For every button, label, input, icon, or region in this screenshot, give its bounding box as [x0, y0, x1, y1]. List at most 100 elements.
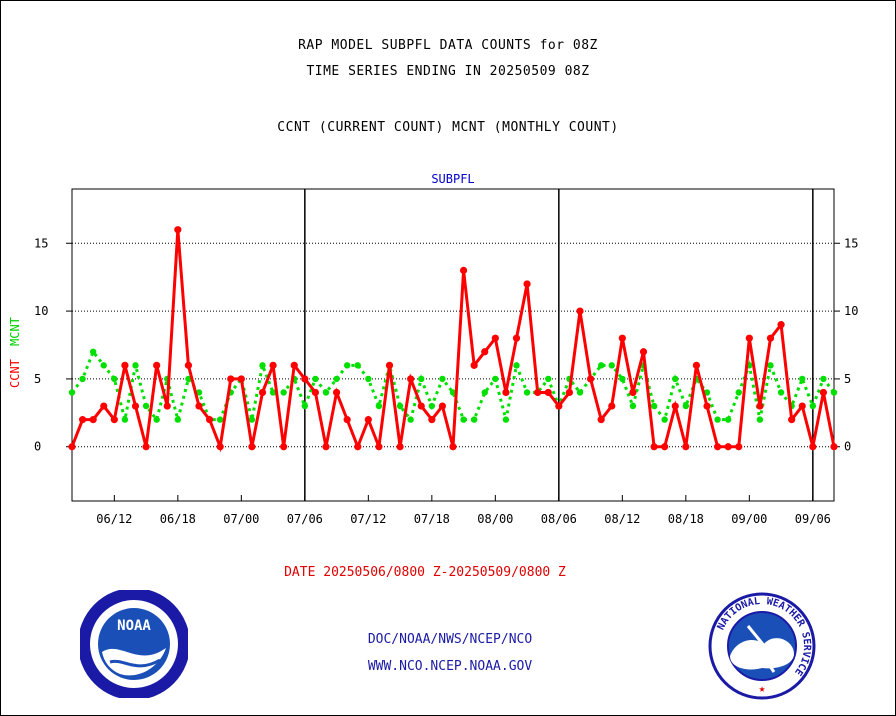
mcnt-point: [68, 389, 76, 396]
mcnt-point: [354, 362, 361, 369]
mcnt-point: [418, 375, 425, 383]
mcnt-point: [79, 375, 86, 383]
ccnt-point: [248, 443, 256, 451]
panel-title: SUBPFL: [431, 172, 475, 186]
mcnt-point: [492, 375, 499, 383]
mcnt-point: [597, 362, 605, 369]
ccnt-point: [777, 321, 785, 329]
ccnt-point: [809, 443, 817, 451]
mcnt-point: [153, 416, 160, 423]
ccnt-point: [682, 443, 690, 451]
mcnt-point: [608, 362, 615, 369]
ccnt-point: [428, 416, 436, 424]
ccnt-point: [830, 443, 838, 451]
x-tick-label-09/00: 09/00: [731, 512, 767, 526]
noaa-logo-text: NOAA: [117, 618, 151, 634]
ccnt-point: [798, 402, 806, 410]
ccnt-point: [174, 226, 182, 234]
mcnt-point: [121, 416, 129, 423]
mcnt-point: [523, 389, 531, 396]
mcnt-point: [333, 375, 340, 383]
nws-logo: NATIONAL WEATHER SERVICE ★: [708, 592, 816, 700]
ccnt-point: [322, 443, 330, 451]
ccnt-point: [766, 334, 775, 342]
x-tick-label-08/06: 08/06: [541, 512, 577, 526]
mcnt-point: [280, 389, 287, 396]
ccnt-point: [375, 443, 383, 451]
ccnt-point: [565, 388, 574, 397]
mcnt-point: [650, 402, 658, 410]
ccnt-point: [745, 334, 753, 342]
ccnt-point: [449, 443, 457, 451]
ccnt-point: [597, 416, 605, 424]
ccnt-series-line: [70, 229, 836, 453]
mcnt-point: [89, 348, 97, 355]
ccnt-point: [459, 266, 468, 274]
ccnt-point: [555, 402, 563, 410]
ccnt-point: [417, 402, 425, 410]
org-path-text: DOC/NOAA/NWS/NCEP/NCO: [367, 632, 533, 647]
ccnt-point: [713, 443, 722, 451]
mcnt-point: [470, 416, 478, 423]
ccnt-point: [311, 388, 320, 397]
mcnt-point: [396, 402, 404, 410]
ccnt-point: [491, 334, 499, 342]
mcnt-point: [343, 362, 351, 369]
mcnt-point: [439, 375, 446, 383]
ccnt-point: [290, 361, 298, 369]
ccnt-point: [364, 416, 372, 424]
ccnt-point: [68, 443, 76, 451]
svg-text:★: ★: [759, 682, 766, 695]
y-tick-label-right-0: 0: [844, 440, 851, 454]
ccnt-point: [354, 443, 362, 451]
mcnt-point: [216, 416, 224, 423]
mcnt-point: [100, 362, 107, 369]
mcnt-point: [407, 416, 414, 423]
ccnt-point: [618, 334, 626, 342]
mcnt-point: [322, 389, 330, 396]
mcnt-point: [545, 375, 552, 383]
ccnt-point: [671, 402, 679, 410]
mcnt-point: [714, 416, 721, 423]
ccnt-point: [110, 416, 118, 424]
ccnt-point: [586, 375, 595, 383]
x-tick-label-07/06: 07/06: [287, 512, 323, 526]
ccnt-point: [788, 416, 796, 424]
mcnt-series-line: [70, 348, 836, 426]
ccnt-point: [258, 388, 267, 397]
ccnt-point: [89, 416, 97, 424]
plot-area: [71, 188, 835, 502]
ccnt-point: [523, 280, 531, 288]
mcnt-point: [777, 389, 785, 396]
ccnt-point: [724, 443, 732, 451]
mcnt-point: [809, 402, 817, 410]
ccnt-point: [195, 402, 203, 410]
mcnt-point: [132, 362, 139, 369]
mcnt-point: [428, 402, 436, 410]
x-tick-label-09/06: 09/06: [795, 512, 831, 526]
mcnt-point: [672, 375, 679, 383]
ccnt-point: [512, 334, 521, 342]
ccnt-point: [269, 361, 277, 369]
mcnt-point: [576, 389, 584, 396]
y-tick-label-left-15: 15: [34, 236, 48, 250]
mcnt-point: [513, 362, 520, 369]
mcnt-point: [629, 402, 637, 410]
y-tick-label-right-15: 15: [844, 236, 858, 250]
ccnt-point: [650, 443, 658, 451]
ccnt-point: [280, 443, 288, 451]
ccnt-point: [639, 348, 648, 356]
ccnt-point: [121, 361, 129, 369]
mcnt-point: [767, 362, 774, 369]
noaa-logo: NOAA: [80, 590, 188, 698]
ccnt-point: [237, 375, 245, 383]
ccnt-point: [481, 348, 489, 356]
ccnt-point: [629, 388, 637, 397]
x-tick-label-07/18: 07/18: [414, 512, 450, 526]
mcnt-point: [661, 416, 668, 423]
mcnt-point: [481, 389, 488, 396]
ccnt-point: [153, 361, 161, 369]
date-range-label: DATE 20250506/0800 Z-20250509/0800 Z: [284, 565, 566, 580]
ccnt-point: [502, 388, 510, 397]
